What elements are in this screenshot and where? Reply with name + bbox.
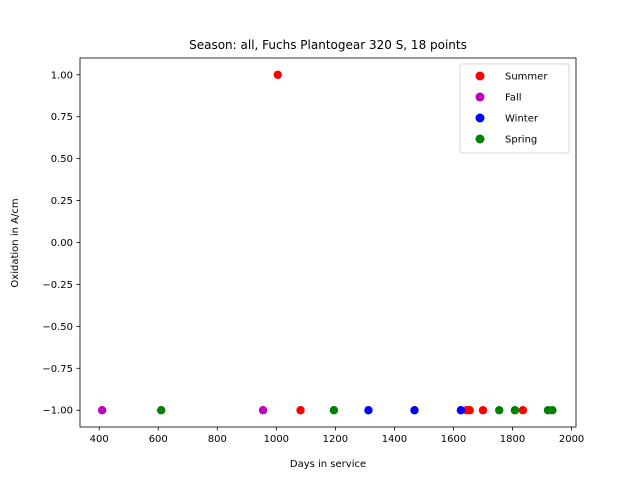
y-axis-label: Oxidation in A/cm bbox=[10, 198, 21, 287]
x-tick-label: 1600 bbox=[441, 434, 466, 445]
point-winter bbox=[456, 406, 466, 415]
x-tick-label: 600 bbox=[149, 434, 168, 445]
point-spring bbox=[510, 406, 520, 415]
plot-area: 400 600 800 1000 1200 1400 1600 1800 2000 −1.00 −0… bbox=[42, 57, 584, 445]
x-tick-label: 1000 bbox=[264, 434, 289, 445]
y-tick-label: 0.75 bbox=[51, 112, 73, 123]
y-tick-label: 0.00 bbox=[51, 238, 73, 249]
legend-marker-fall bbox=[475, 92, 485, 102]
x-axis-label: Days in service bbox=[290, 459, 366, 470]
y-tick-label: −0.75 bbox=[42, 364, 73, 375]
x-tick-label: 2000 bbox=[559, 434, 584, 445]
point-spring bbox=[156, 406, 166, 415]
y-tick-label: 0.25 bbox=[51, 196, 73, 207]
x-tick-label: 1200 bbox=[323, 434, 348, 445]
legend: Summer Fall Winter Spring bbox=[459, 63, 570, 154]
legend-label-spring: Spring bbox=[505, 135, 537, 146]
point-summer bbox=[518, 406, 528, 415]
x-tick-label: 1800 bbox=[500, 434, 525, 445]
legend-box bbox=[459, 63, 570, 154]
y-tick-label: 0.50 bbox=[51, 154, 73, 165]
y-tick-label: 1.00 bbox=[51, 70, 73, 81]
point-summer bbox=[296, 406, 305, 415]
x-tick-label: 1400 bbox=[382, 434, 407, 445]
point-spring bbox=[329, 406, 339, 415]
point-summer bbox=[478, 406, 488, 415]
legend-marker-winter bbox=[475, 113, 485, 123]
point-spring bbox=[548, 406, 557, 415]
point-fall bbox=[97, 406, 107, 415]
point-summer bbox=[465, 406, 474, 415]
legend-label-summer: Summer bbox=[505, 72, 548, 83]
y-tick-label: −0.50 bbox=[42, 322, 73, 333]
point-summer bbox=[273, 70, 283, 79]
x-tick-label: 400 bbox=[90, 434, 109, 445]
chart-title: Season: all, Fuchs Plantogear 320 S, 18 … bbox=[189, 38, 467, 52]
legend-label-fall: Fall bbox=[505, 93, 522, 104]
legend-marker-summer bbox=[475, 71, 485, 81]
y-tick-label: −1.00 bbox=[42, 406, 73, 417]
point-fall bbox=[258, 406, 268, 415]
y-tick-label: −0.25 bbox=[42, 280, 73, 291]
legend-label-winter: Winter bbox=[505, 114, 539, 125]
point-spring bbox=[495, 406, 504, 415]
point-winter bbox=[410, 406, 419, 415]
legend-marker-spring bbox=[475, 134, 485, 144]
point-winter bbox=[364, 406, 373, 415]
x-tick-label: 800 bbox=[208, 434, 227, 445]
